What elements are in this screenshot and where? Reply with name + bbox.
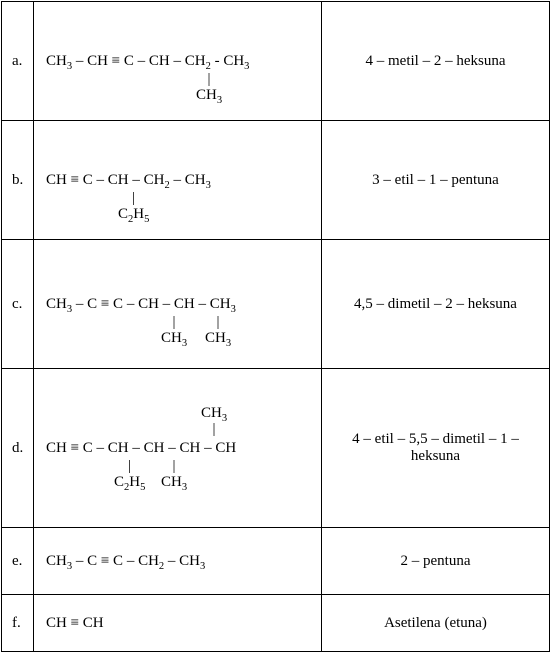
compound-name: 4 – etil – 5,5 – dimetil – 1 – heksuna (322, 369, 550, 528)
table-row: a. CH3 – CH ≡ C – CH – CH2 - CH3 |CH3 4 … (2, 2, 550, 121)
branch: |C2H5 (114, 459, 145, 491)
table-row: b. CH ≡ C – CH – CH2 – CH3 |C2H5 3 – eti… (2, 121, 550, 240)
compound-name: 2 – pentuna (322, 528, 550, 595)
main-chain: CH ≡ CH (46, 615, 104, 631)
row-label: b. (2, 121, 34, 240)
formula-cell: CH3 – CH ≡ C – CH – CH2 - CH3 |CH3 (34, 2, 322, 121)
branch: |CH3 (196, 72, 222, 104)
table-row: f. CH ≡ CH Asetilena (etuna) (2, 595, 550, 652)
branch: |CH3 (201, 405, 227, 437)
main-chain: CH3 – CH ≡ C – CH – CH2 - CH3 (46, 53, 249, 69)
row-label: f. (2, 595, 34, 652)
formula-cell: CH3 – C ≡ C – CH2 – CH3 (34, 528, 322, 595)
main-chain: CH3 – C ≡ C – CH2 – CH3 (46, 553, 205, 569)
main-chain: CH3 – C ≡ C – CH – CH – CH3 (46, 296, 236, 312)
branch: |CH3 (161, 459, 187, 491)
compound-name: 3 – etil – 1 – pentuna (322, 121, 550, 240)
compound-name: 4,5 – dimetil – 2 – heksuna (322, 240, 550, 369)
table-row: e. CH3 – C ≡ C – CH2 – CH3 2 – pentuna (2, 528, 550, 595)
branch: |CH3 (161, 315, 187, 347)
row-label: e. (2, 528, 34, 595)
compound-name: 4 – metil – 2 – heksuna (322, 2, 550, 121)
formula-cell: CH ≡ C – CH – CH2 – CH3 |C2H5 (34, 121, 322, 240)
formula-cell: CH ≡ CH (34, 595, 322, 652)
branch: |C2H5 (118, 191, 149, 223)
compound-name: Asetilena (etuna) (322, 595, 550, 652)
row-label: a. (2, 2, 34, 121)
formula-cell: CH3 – C ≡ C – CH – CH – CH3 |CH3 |CH3 (34, 240, 322, 369)
formula-cell: |CH3 CH ≡ C – CH – CH – CH – CH |C2H5 |CH… (34, 369, 322, 528)
table-row: c. CH3 – C ≡ C – CH – CH – CH3 |CH3|CH3 … (2, 240, 550, 369)
row-label: d. (2, 369, 34, 528)
branch: |CH3 (205, 315, 231, 347)
main-chain: CH ≡ C – CH – CH – CH – CH (46, 440, 236, 456)
row-label: c. (2, 240, 34, 369)
main-chain: CH ≡ C – CH – CH2 – CH3 (46, 172, 211, 188)
table-row: d. |CH3 CH ≡ C – CH – CH – CH – CH |C2H5… (2, 369, 550, 528)
chemistry-table: a. CH3 – CH ≡ C – CH – CH2 - CH3 |CH3 4 … (1, 1, 550, 652)
